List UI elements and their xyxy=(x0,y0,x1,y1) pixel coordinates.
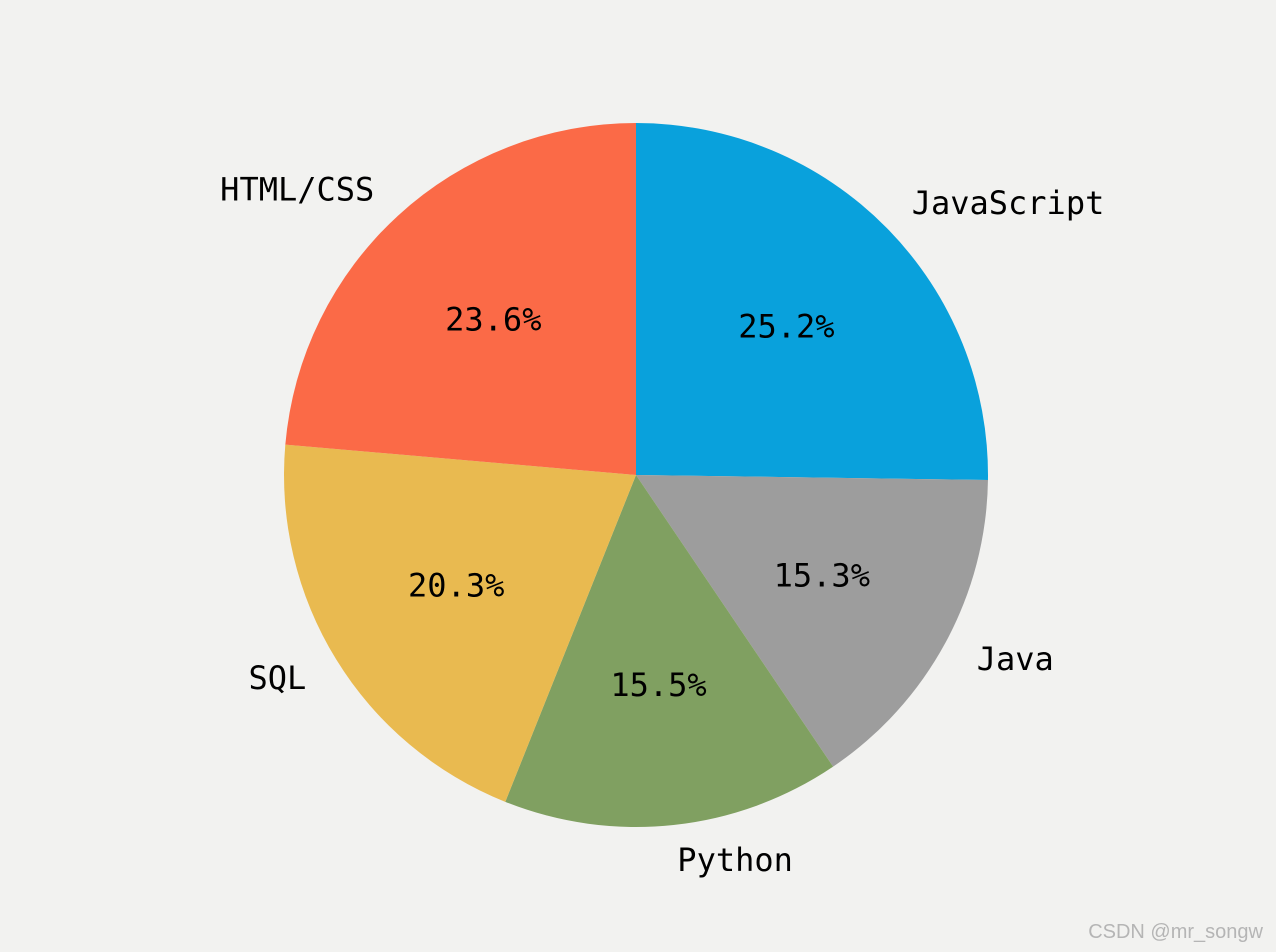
pct-label-html-css: 23.6% xyxy=(445,300,541,338)
pie-slice-sql xyxy=(284,444,636,802)
pct-label-python: 15.5% xyxy=(610,666,706,704)
pie-slice-python xyxy=(505,475,834,827)
watermark: CSDN @mr_songw xyxy=(1088,921,1263,943)
slice-label-sql: SQL xyxy=(249,659,307,697)
pct-label-javascript: 25.2% xyxy=(738,308,834,346)
slice-label-python: Python xyxy=(677,841,793,879)
pct-label-sql: 20.3% xyxy=(408,567,504,605)
slice-label-html-css: HTML/CSS xyxy=(220,171,374,209)
slice-label-java: Java xyxy=(977,640,1054,678)
pct-label-java: 15.3% xyxy=(774,556,870,594)
slice-label-javascript: JavaScript xyxy=(912,184,1105,222)
pie-slice-javascript xyxy=(636,123,988,480)
pie-slice-java xyxy=(636,475,988,767)
pie-slice-html-css xyxy=(285,123,636,475)
